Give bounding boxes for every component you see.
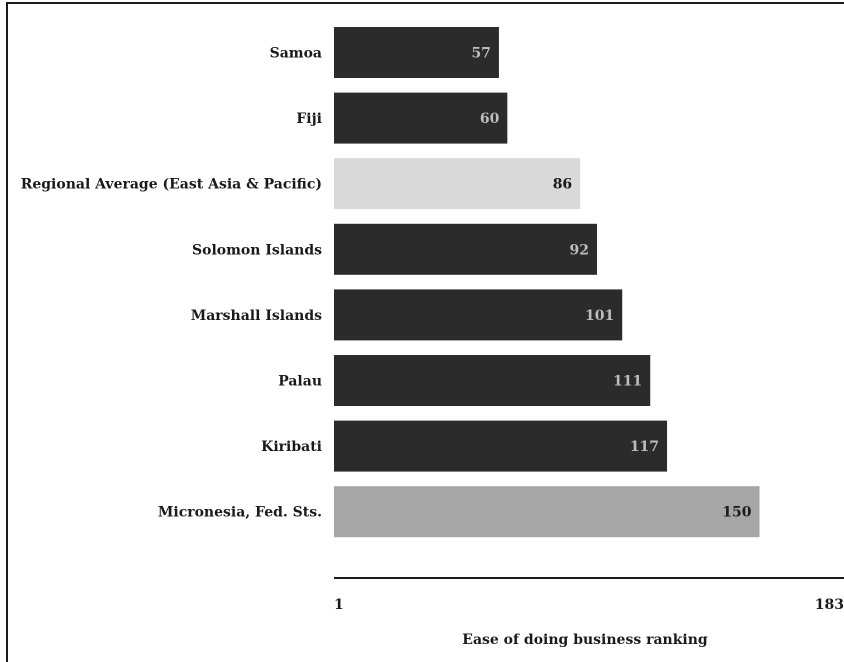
bar <box>334 420 668 472</box>
value-label: 111 <box>613 374 642 390</box>
value-label: 86 <box>553 177 572 193</box>
bar <box>334 486 760 538</box>
chart-frame <box>6 2 844 662</box>
value-label: 117 <box>630 439 659 455</box>
bar <box>334 158 581 210</box>
category-label: Kiribati <box>261 439 322 455</box>
category-label: Micronesia, Fed. Sts. <box>158 505 322 521</box>
category-labels: Samoa Fiji Regional Average (East Asia & P… <box>21 46 322 521</box>
bar <box>334 223 597 275</box>
category-label: Solomon Islands <box>192 242 322 258</box>
category-label: Palau <box>278 374 322 390</box>
category-label: Samoa <box>270 46 322 62</box>
value-label: 92 <box>570 242 589 258</box>
bars-group <box>334 27 760 538</box>
x-tick-min: 1 <box>334 597 344 613</box>
bar <box>334 92 508 144</box>
value-label: 60 <box>480 111 500 127</box>
category-label: Regional Average (East Asia & Pacific) <box>21 177 322 193</box>
category-label: Fiji <box>296 111 322 127</box>
value-label: 101 <box>585 308 614 324</box>
x-tick-max: 183 <box>815 597 844 613</box>
category-label: Marshall Islands <box>191 308 322 324</box>
value-label: 150 <box>722 505 751 521</box>
value-labels: 57 60 86 92 101 111 117 150 <box>471 46 751 521</box>
value-label: 57 <box>471 46 490 62</box>
bar <box>334 27 499 78</box>
x-axis-title: Ease of doing business ranking <box>462 632 708 648</box>
bar <box>334 355 651 406</box>
bar <box>334 289 623 341</box>
